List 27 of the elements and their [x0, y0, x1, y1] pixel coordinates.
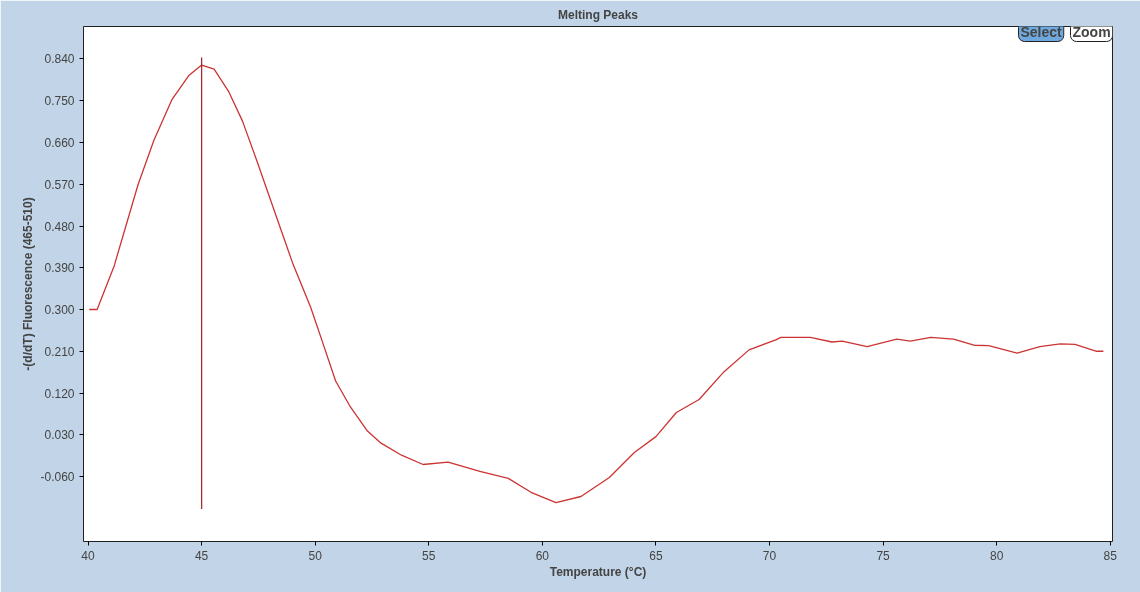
x-tick-label: 40 — [81, 548, 96, 563]
line-series — [88, 64, 1105, 504]
x-tick-label: 60 — [535, 548, 550, 563]
annotation: Zoom — [1072, 23, 1111, 40]
y-tick-label: 0.030 — [44, 428, 75, 443]
x-tick-label: 45 — [194, 548, 209, 563]
y-axis-title: -(d/dT) Fluorescence (465-510) — [21, 197, 36, 371]
y-tick-label: -0.060 — [40, 470, 75, 485]
chart-title: Melting Peaks — [557, 7, 639, 22]
y-tick-label: 0.390 — [44, 261, 75, 276]
x-tick-label: 65 — [649, 548, 663, 563]
x-tick-label: 70 — [762, 548, 777, 563]
x-tick-label: 55 — [422, 548, 436, 563]
y-tick-label: 0.300 — [44, 303, 75, 318]
x-tick-label: 50 — [308, 548, 323, 563]
annotation: Select — [1020, 23, 1063, 40]
y-tick-label: 0.660 — [44, 135, 75, 150]
y-tick-label: 0.210 — [44, 344, 75, 359]
x-axis-title: Temperature (°C) — [549, 564, 647, 579]
x-tick-label: 85 — [1103, 548, 1118, 563]
y-tick-label: 0.570 — [44, 177, 75, 192]
y-tick-label: 0.840 — [44, 52, 75, 67]
x-tick-label: 80 — [989, 548, 1004, 563]
y-tick-label: 0.120 — [44, 386, 75, 401]
x-tick-label: 75 — [876, 548, 891, 563]
y-tick-label: 0.750 — [44, 94, 75, 109]
y-tick-label: 0.480 — [44, 219, 75, 234]
